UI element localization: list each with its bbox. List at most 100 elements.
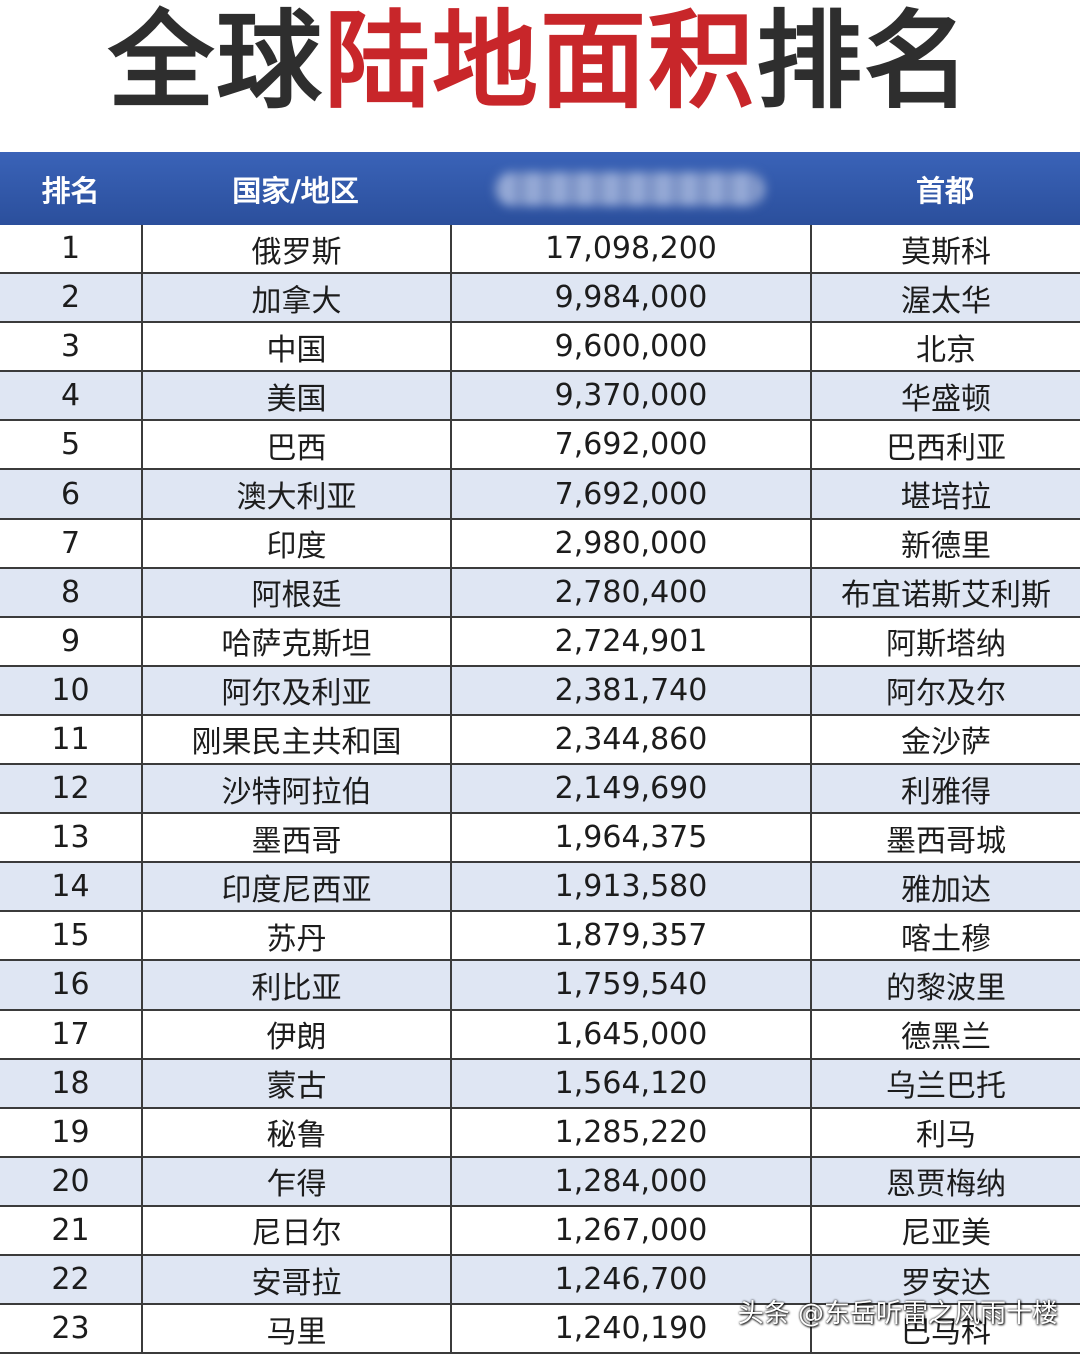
blurred-header-text	[495, 171, 765, 206]
cell-country: 伊朗	[141, 1010, 450, 1058]
table-row: 22 安哥拉 1,246,700 罗安达	[0, 1255, 1080, 1306]
cell-rank: 4	[60, 378, 81, 414]
cell-capital: 莫斯科	[810, 225, 1080, 273]
cell-country: 阿尔及利亚	[141, 666, 450, 714]
cell-country: 蒙古	[141, 1059, 450, 1107]
cell-country: 刚果民主共和国	[141, 715, 450, 764]
cell-country: 哈萨克斯坦	[141, 617, 450, 665]
cell-capital: 金沙萨	[810, 715, 1080, 764]
cell-area: 9,600,000	[450, 323, 810, 371]
table-row: 1 俄罗斯 17,098,200 莫斯科	[0, 225, 1080, 275]
table-row: 12 沙特阿拉伯 2,149,690 利雅得	[0, 765, 1080, 815]
cell-country: 马里	[141, 1305, 450, 1353]
table-row: 16 利比亚 1,759,540 的黎波里	[0, 961, 1080, 1011]
cell-capital: 新德里	[810, 519, 1080, 567]
table-row: 4 美国 9,370,000 华盛顿	[0, 372, 1080, 422]
cell-rank: 3	[60, 329, 81, 365]
cell-rank: 13	[51, 820, 90, 856]
cell-rank: 2	[60, 280, 81, 316]
table-row: 6 澳大利亚 7,692,000 堪培拉	[0, 470, 1080, 520]
cell-capital: 巴马科	[810, 1305, 1080, 1353]
cell-capital: 堪培拉	[810, 470, 1080, 518]
cell-area: 9,984,000	[450, 274, 810, 322]
table-row: 20 乍得 1,284,000 恩贾梅纳	[0, 1157, 1080, 1207]
cell-capital: 乌兰巴托	[810, 1059, 1080, 1107]
cell-area: 2,980,000	[450, 519, 810, 567]
cell-rank: 1	[60, 231, 81, 267]
table-row: 15 苏丹 1,879,357 喀土穆	[0, 912, 1080, 962]
table-row: 5 巴西 7,692,000 巴西利亚	[0, 421, 1080, 471]
cell-capital: 利马	[810, 1108, 1080, 1156]
table-row: 13 墨西哥 1,964,375 墨西哥城	[0, 814, 1080, 864]
table-row: 7 印度 2,980,000 新德里	[0, 519, 1080, 569]
cell-capital: 渥太华	[810, 274, 1080, 322]
table-row: 19 秘鲁 1,285,220 利马	[0, 1108, 1080, 1158]
cell-rank: 21	[51, 1212, 90, 1248]
cell-area: 1,246,700	[450, 1255, 810, 1304]
table-row: 18 蒙古 1,564,120 乌兰巴托	[0, 1059, 1080, 1109]
cell-country: 中国	[141, 323, 450, 371]
cell-area: 1,964,375	[450, 814, 810, 862]
cell-country: 俄罗斯	[141, 225, 450, 273]
cell-country: 安哥拉	[141, 1255, 450, 1304]
cell-rank: 17	[51, 1016, 90, 1052]
cell-area: 1,913,580	[450, 863, 810, 911]
cell-country: 印度	[141, 519, 450, 567]
cell-area: 2,344,860	[450, 715, 810, 764]
cell-area: 7,692,000	[450, 421, 810, 469]
cell-country: 利比亚	[141, 961, 450, 1009]
cell-country: 尼日尔	[141, 1206, 450, 1254]
cell-country: 印度尼西亚	[141, 863, 450, 911]
watermark: 头条 @东岳听雷之风雨十楼	[737, 1299, 1058, 1329]
table-header: 排名 国家/地区 首都	[0, 152, 1080, 225]
table-row: 21 尼日尔 1,267,000 尼亚美	[0, 1206, 1080, 1256]
cell-rank: 11	[51, 721, 90, 757]
cell-capital: 墨西哥城	[810, 814, 1080, 862]
table-row: 3 中国 9,600,000 北京	[0, 323, 1080, 373]
cell-country: 澳大利亚	[141, 470, 450, 518]
page-title: 全球陆地面积排名	[0, 2, 1080, 122]
cell-rank: 22	[51, 1262, 90, 1298]
cell-country: 巴西	[141, 421, 450, 469]
cell-rank: 14	[51, 869, 90, 905]
cell-area: 1,564,120	[450, 1059, 810, 1107]
cell-area: 2,149,690	[450, 765, 810, 813]
cell-area: 1,284,000	[450, 1157, 810, 1205]
cell-rank: 10	[51, 672, 90, 708]
cell-rank: 20	[51, 1163, 90, 1199]
table-row: 10 阿尔及利亚 2,381,740 阿尔及尔	[0, 666, 1080, 716]
cell-area: 1,759,540	[450, 961, 810, 1009]
cell-rank: 9	[60, 623, 81, 659]
header-capital: 首都	[915, 173, 974, 208]
cell-area: 9,370,000	[450, 372, 810, 420]
title-part-3: 排名	[756, 0, 972, 123]
cell-rank: 6	[60, 476, 81, 512]
table-body: 1 俄罗斯 17,098,200 莫斯科 2 加拿大 9,984,000 渥太华 3 中国 9,60…	[0, 225, 1080, 1354]
table-row: 14 印度尼西亚 1,913,580 雅加达	[0, 863, 1080, 913]
ranking-table: 排名 国家/地区 首都 1 俄罗斯 17,098,200 莫斯科 2 加拿大 9,984,0…	[0, 152, 1080, 1354]
cell-capital: 北京	[810, 323, 1080, 371]
cell-area: 2,381,740	[450, 666, 810, 714]
table-row: 17 伊朗 1,645,000 德黑兰	[0, 1010, 1080, 1060]
cell-capital: 利雅得	[810, 765, 1080, 813]
header-area-blurred	[450, 152, 810, 225]
title-part-1: 全球	[108, 0, 324, 123]
cell-area: 2,780,400	[450, 568, 810, 616]
cell-rank: 18	[51, 1065, 90, 1101]
table-row: 23 马里 1,240,190 巴马科	[0, 1305, 1080, 1354]
table-row: 8 阿根廷 2,780,400 布宜诺斯艾利斯	[0, 568, 1080, 618]
cell-rank: 23	[51, 1311, 90, 1347]
cell-area: 17,098,200	[450, 225, 810, 273]
cell-capital: 巴西利亚	[810, 421, 1080, 469]
cell-area: 1,267,000	[450, 1206, 810, 1254]
cell-capital: 阿斯塔纳	[810, 617, 1080, 665]
table-row: 11 刚果民主共和国 2,344,860 金沙萨	[0, 715, 1080, 766]
cell-rank: 8	[60, 574, 81, 610]
cell-area: 1,879,357	[450, 912, 810, 960]
cell-area: 1,240,190	[450, 1305, 810, 1353]
cell-area: 2,724,901	[450, 617, 810, 665]
cell-capital: 尼亚美	[810, 1206, 1080, 1254]
cell-rank: 5	[60, 427, 81, 463]
cell-capital: 的黎波里	[810, 961, 1080, 1009]
